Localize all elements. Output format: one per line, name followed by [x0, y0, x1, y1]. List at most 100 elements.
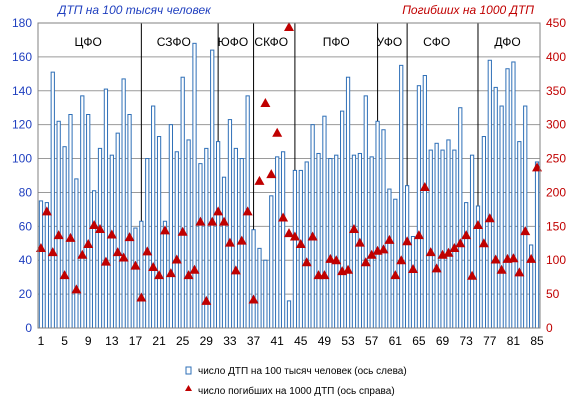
x-tick-label: 49 [318, 334, 332, 348]
triangle-point [496, 264, 507, 274]
triangle-point [467, 270, 478, 280]
bar [481, 136, 487, 329]
district-label: СФО [423, 35, 450, 49]
bar [351, 154, 357, 329]
bar [227, 119, 233, 329]
bar [180, 76, 185, 329]
bar [38, 200, 44, 329]
triangle-point [53, 230, 64, 240]
bar [410, 236, 416, 329]
triangle-point [148, 262, 159, 271]
x-tick-label: 53 [341, 334, 355, 348]
bar [446, 139, 451, 329]
triangle-point [41, 206, 52, 216]
bar [263, 259, 268, 329]
x-tick-label: 33 [223, 334, 237, 348]
bar [434, 142, 439, 329]
x-tick-label: 21 [152, 334, 166, 348]
x-tick-label: 37 [247, 334, 261, 348]
district-label: УФО [377, 35, 403, 49]
x-tick-label: 1 [38, 334, 45, 348]
bar [505, 68, 510, 329]
x-tick-label: 5 [61, 334, 68, 348]
triangle-point [230, 265, 241, 275]
bar [186, 139, 191, 329]
bar [298, 169, 303, 329]
bar [310, 124, 315, 329]
bar [275, 156, 280, 329]
left-tick-label: 40 [19, 253, 33, 267]
triangle-point [348, 224, 359, 234]
triangle-point [343, 264, 354, 274]
triangle-point [207, 216, 218, 226]
right-tick-label: 450 [546, 16, 566, 30]
bar [133, 227, 138, 329]
triangle-point [431, 263, 442, 273]
left-tick-label: 20 [19, 287, 33, 301]
bar [534, 161, 540, 329]
triangle-point [124, 232, 135, 242]
bar [192, 42, 197, 329]
right-tick-label: 0 [546, 321, 553, 335]
triangle-point [472, 219, 483, 229]
legend-triangle-label: число погибших на 1000 ДТП (ось справа) [198, 385, 395, 397]
bar [381, 129, 386, 329]
x-tick-label: 57 [365, 334, 379, 348]
right-tick-label: 200 [546, 185, 566, 199]
bar [316, 152, 321, 329]
triangle-point [425, 247, 436, 257]
triangle-point [331, 255, 342, 265]
triangle-point [478, 238, 489, 248]
triangle-point [136, 292, 147, 302]
triangle-point [289, 231, 300, 241]
bar [121, 78, 126, 329]
left-tick-label: 60 [19, 219, 33, 233]
district-label: ЦФО [75, 35, 102, 49]
triangle-point [254, 175, 265, 185]
triangle-point [508, 253, 519, 263]
bar [91, 190, 97, 329]
bar [44, 202, 49, 329]
bar [440, 149, 445, 329]
bar [210, 49, 215, 329]
bar [493, 86, 498, 329]
left-tick-label: 160 [12, 50, 32, 64]
x-tick-label: 81 [507, 334, 521, 348]
triangle-point [366, 249, 377, 259]
bar [145, 158, 150, 329]
triangle-point [532, 162, 543, 172]
bar [162, 220, 168, 329]
bar [404, 185, 410, 329]
triangle-point [195, 216, 206, 226]
bar [151, 105, 156, 329]
left-tick-label: 100 [12, 152, 32, 166]
triangle-point [89, 219, 100, 229]
triangle-point [236, 235, 247, 245]
x-tick-label: 69 [436, 334, 450, 348]
x-tick-label: 65 [412, 334, 426, 348]
triangle-point [390, 270, 401, 280]
x-tick-label: 45 [294, 334, 308, 348]
right-tick-label: 150 [546, 219, 566, 233]
bar [115, 132, 120, 329]
triangle-point [77, 249, 88, 259]
triangle-point [201, 295, 212, 305]
right-axis-ticks: 0 50 100 150 200 250 300 350 400 450 [546, 16, 566, 335]
bar [198, 163, 203, 329]
triangle-point [248, 294, 259, 304]
district-labels: ЦФО СЗФО ЮФО СКФО ПФО УФО СФО ДФО [75, 35, 521, 49]
district-label: СЗФО [157, 35, 191, 49]
triangle-point [112, 247, 123, 257]
triangle-point [490, 254, 501, 264]
x-tick-label: 61 [389, 334, 403, 348]
triangle-point [159, 225, 170, 235]
bar [50, 71, 55, 329]
plot-frame [37, 22, 541, 329]
triangle-point [526, 253, 537, 263]
right-tick-label: 300 [546, 118, 566, 132]
left-tick-label: 0 [25, 321, 32, 335]
bar [422, 75, 427, 329]
triangle-point [378, 244, 389, 254]
left-tick-label: 80 [19, 185, 33, 199]
bar [139, 220, 144, 329]
